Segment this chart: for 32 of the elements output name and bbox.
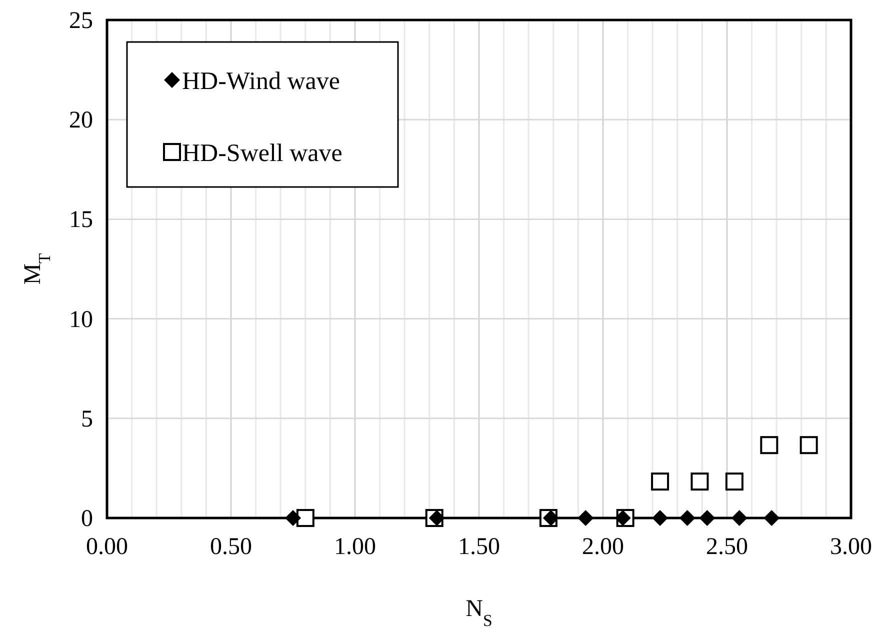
point — [614, 510, 631, 526]
x-tick-label: 1.00 — [334, 534, 376, 560]
point — [542, 510, 559, 526]
point — [690, 472, 709, 491]
legend-label: HD-Wind wave — [182, 68, 340, 95]
point — [699, 510, 716, 526]
point — [725, 472, 744, 491]
x-tick-label: 0.00 — [86, 534, 128, 560]
point — [731, 510, 748, 526]
point — [652, 510, 668, 526]
x-tick-label: 2.50 — [706, 534, 748, 560]
x-tick-label: 0.50 — [210, 534, 252, 560]
x-tick-label: 2.00 — [582, 534, 624, 560]
y-tick-label: 0 — [81, 506, 93, 532]
y-tick-label: 25 — [69, 8, 93, 34]
point — [679, 510, 696, 526]
legend-label: HD-Swell wave — [182, 140, 342, 167]
y-tick-label: 15 — [69, 207, 93, 234]
point — [760, 436, 778, 454]
y-tick-label: 20 — [69, 108, 93, 134]
point — [651, 472, 670, 491]
point — [764, 510, 780, 526]
x-tick-label: 1.50 — [458, 534, 500, 560]
y-tick-label: 5 — [81, 406, 93, 432]
x-axis-title: N$_{S}$ — [466, 596, 492, 630]
point — [285, 510, 301, 526]
x-tick-label: 3.00 — [830, 534, 872, 560]
y-tick-label: 10 — [69, 306, 93, 333]
point — [578, 510, 594, 526]
point — [428, 510, 445, 526]
point — [296, 509, 314, 527]
point — [800, 436, 818, 454]
